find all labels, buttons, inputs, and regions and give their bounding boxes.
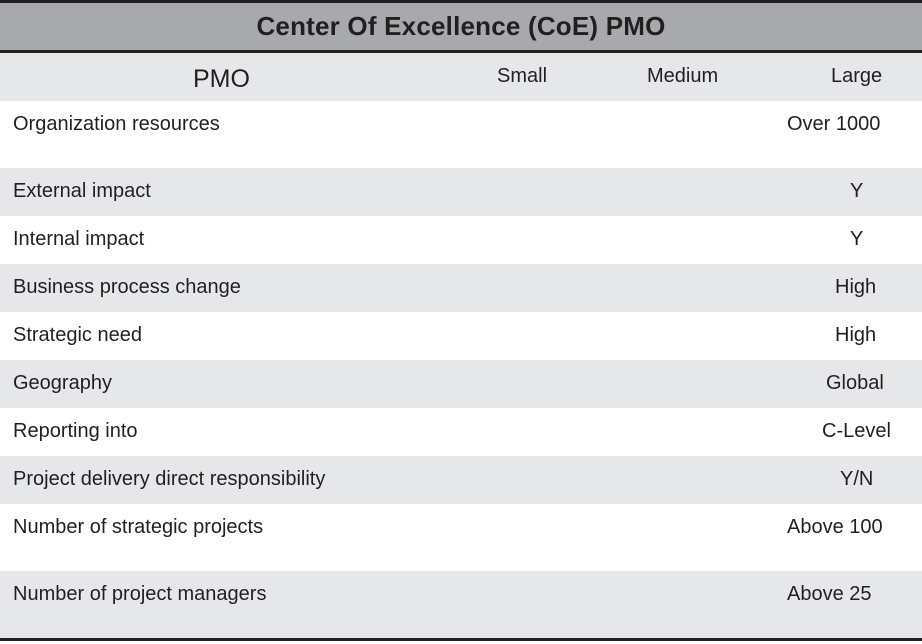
bottom-rule (0, 638, 922, 641)
table-row: Reporting into C-Level (0, 408, 922, 456)
table-row: Business process change High (0, 264, 922, 312)
table-row: Internal impact Y (0, 216, 922, 264)
row-large-value: Y (850, 180, 864, 202)
table-row: Number of strategic projects Above 100 (0, 504, 922, 571)
row-label: Strategic need (13, 324, 142, 346)
table-row: Geography Global (0, 360, 922, 408)
header-medium: Medium (647, 65, 719, 87)
row-label: Project delivery direct responsibility (13, 468, 326, 490)
row-large-value: Over 1000 (787, 113, 881, 135)
table-row: Organization resources Over 1000 (0, 101, 922, 168)
table-row: Number of project managers Above 25 (0, 571, 922, 638)
row-label: Number of project managers (13, 583, 267, 605)
table-row: Project delivery direct responsibility Y… (0, 456, 922, 504)
row-label: Reporting into (13, 420, 138, 442)
row-large-value: Y (850, 228, 864, 250)
header-row: PMO Small Medium Large (0, 53, 922, 101)
row-label: Internal impact (13, 228, 145, 250)
row-label: Organization resources (13, 113, 220, 135)
table-title: Center Of Excellence (CoE) PMO (256, 11, 666, 41)
row-large-value: Global (826, 372, 884, 394)
row-label: Geography (13, 372, 112, 394)
header-small: Small (497, 65, 548, 87)
header-pmo: PMO (193, 65, 250, 93)
row-large-value: Y/N (840, 468, 874, 490)
row-large-value: High (835, 324, 877, 346)
table-row: External impact Y (0, 168, 922, 216)
header-large: Large (831, 65, 883, 87)
row-large-value: Above 25 (787, 583, 872, 605)
table-title-bar: Center Of Excellence (CoE) PMO (0, 0, 922, 53)
row-large-value: Above 100 (787, 516, 883, 538)
row-label: Number of strategic projects (13, 516, 264, 538)
row-label: External impact (13, 180, 151, 202)
table-row: Strategic need High (0, 312, 922, 360)
row-large-value: C-Level (822, 420, 891, 442)
row-label: Business process change (13, 276, 241, 298)
row-large-value: High (835, 276, 877, 298)
